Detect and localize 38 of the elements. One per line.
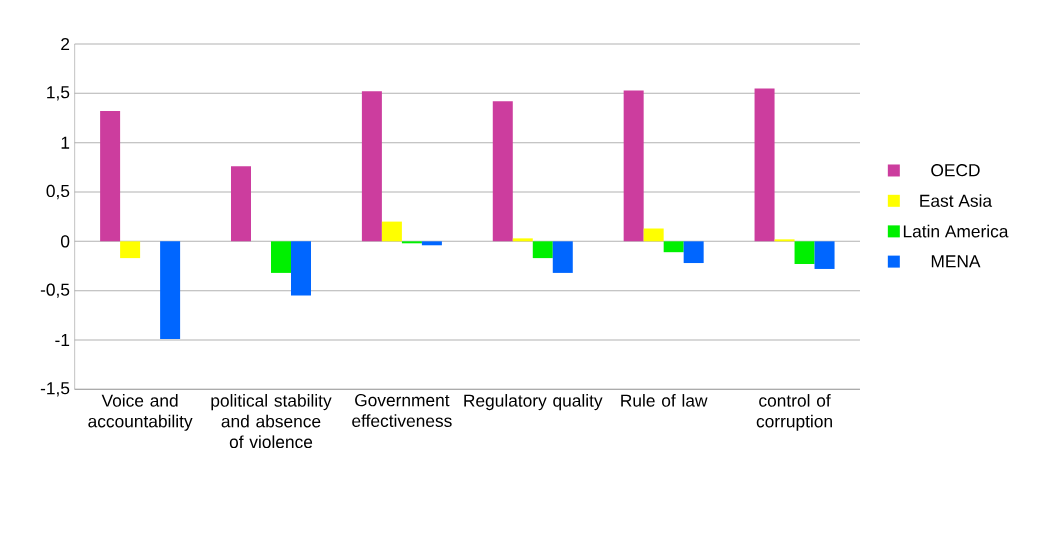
bar xyxy=(381,221,402,242)
bar xyxy=(100,111,121,242)
legend-label: OECD xyxy=(931,164,980,177)
y-tick-label: -0,5 xyxy=(40,283,70,298)
bar xyxy=(552,241,573,273)
bar xyxy=(623,90,644,242)
legend-label: Latin America xyxy=(903,224,1009,238)
y-tick-label: 0 xyxy=(60,235,70,248)
bar xyxy=(160,241,181,340)
bar xyxy=(794,241,815,265)
bar xyxy=(532,241,553,259)
y-tick-label: 1 xyxy=(61,136,70,149)
x-tick-label: Rule of law xyxy=(621,394,708,407)
bar xyxy=(683,241,704,264)
x-tick-label: political stability and absence of violence xyxy=(211,394,332,449)
x-tick-label: Voice and accountability xyxy=(88,394,193,431)
y-tick-label: -1 xyxy=(55,334,70,346)
bar xyxy=(814,241,835,269)
y-tick-label: -1,5 xyxy=(40,382,70,397)
legend-label: East Asia xyxy=(920,194,993,207)
bar xyxy=(492,101,513,242)
bar xyxy=(643,228,664,242)
bar xyxy=(291,241,311,296)
bar xyxy=(361,91,382,242)
legend-label: MENA xyxy=(931,255,981,268)
y-tick-label: 1,5 xyxy=(47,86,70,101)
bar xyxy=(120,241,141,259)
bar xyxy=(754,88,775,242)
bar xyxy=(271,241,291,273)
x-tick-label: Regulatory quality xyxy=(464,394,603,411)
y-tick-label: 2 xyxy=(61,37,70,51)
y-tick-label: 0,5 xyxy=(46,184,70,200)
bar xyxy=(663,241,684,253)
bar xyxy=(512,238,533,242)
x-tick-label: control of corruption xyxy=(756,394,832,431)
bar xyxy=(421,241,442,246)
bar xyxy=(231,166,251,242)
x-tick-label: Government effectiveness xyxy=(352,394,452,427)
